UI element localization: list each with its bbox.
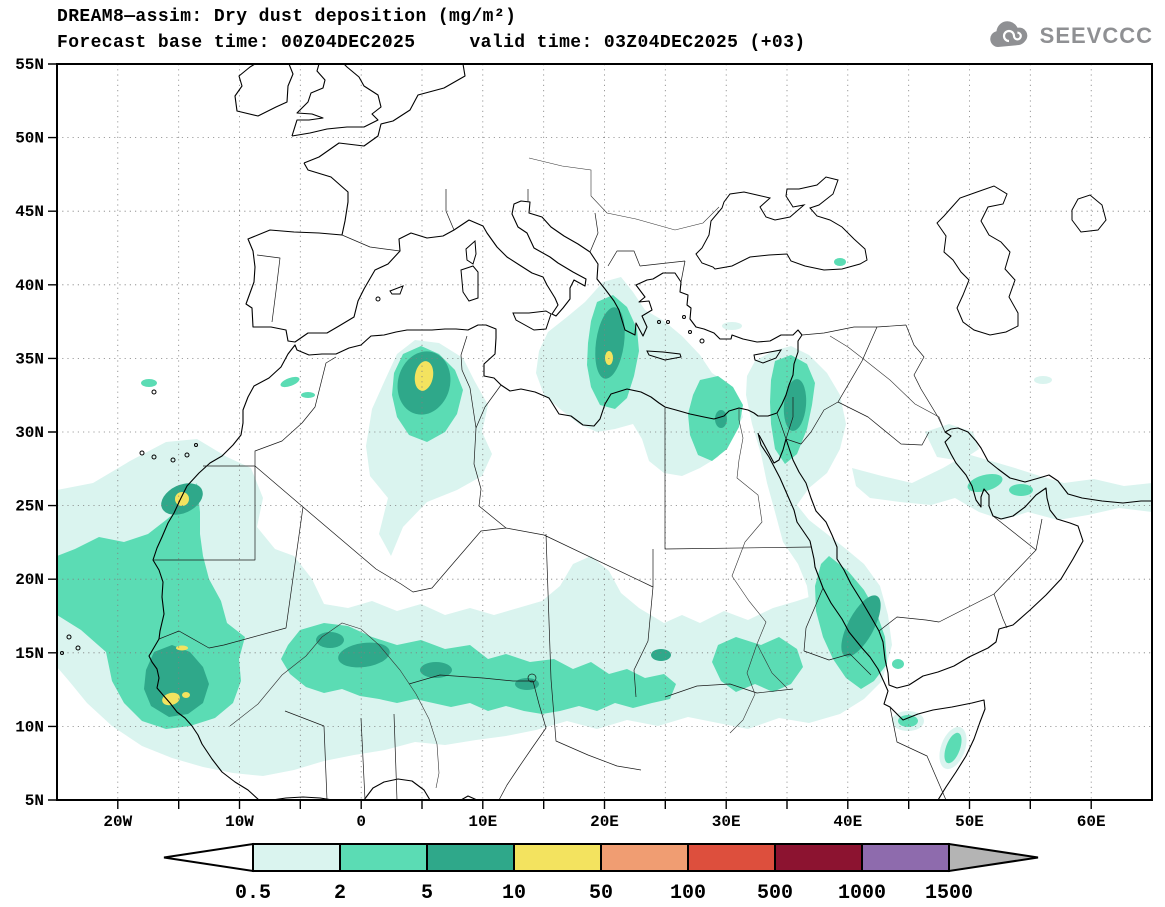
lat-tick-label: 35N (15, 350, 44, 368)
legend-segment (774, 843, 863, 872)
lon-tick-label: 30E (712, 813, 741, 830)
legend-label: 2 (334, 882, 346, 905)
legend-label: 5 (421, 882, 433, 905)
legend-segment (687, 843, 776, 872)
lat-axis-labels: 55N 50N 45N 40N 35N 30N 25N 20N 15N 10N … (15, 56, 44, 810)
seevccc-logo: SEEVCCC (988, 20, 1153, 52)
legend-label: 50 (589, 882, 613, 905)
forecast-time-line: Forecast base time: 00Z04DEC2025 valid ti… (57, 33, 806, 53)
legend-segment (339, 843, 428, 872)
lon-tick-label: 20W (103, 813, 132, 830)
figure-title: DREAM8—assim: Dry dust deposition (mg/m²… (57, 7, 517, 27)
legend-below-min-arrow (163, 842, 254, 873)
legend-label: 100 (670, 882, 706, 905)
country-borders (153, 189, 1043, 800)
lon-tick-label: 20E (590, 813, 619, 830)
lon-tick-label: 10W (225, 813, 254, 830)
forecast-base-time: Forecast base time: 00Z04DEC2025 (57, 33, 416, 53)
legend-label: 10 (502, 882, 526, 905)
legend-segment (861, 843, 950, 872)
legend-label: 0.5 (235, 882, 271, 905)
cloud-icon (989, 21, 1027, 47)
map-panel: 55N 50N 45N 40N 35N 30N 25N 20N 15N 10N … (15, 56, 1153, 830)
legend-segment (600, 843, 689, 872)
valid-time: valid time: 03Z04DEC2025 (+03) (469, 33, 806, 53)
lon-tick-label: 10E (468, 813, 497, 830)
lon-tick-label: 40E (833, 813, 862, 830)
dust-contours (57, 258, 1152, 776)
color-scale-legend: 0.5 2 5 10 50 100 500 1000 1500 (163, 842, 1039, 905)
legend-label: 1000 (838, 882, 886, 905)
lat-tick-label: 15N (15, 645, 44, 663)
lat-tick-label: 10N (15, 718, 44, 736)
lat-tick-label: 25N (15, 498, 44, 516)
rivers (229, 157, 946, 789)
lon-tick-label: 60E (1077, 813, 1106, 830)
lon-tick-label: 0 (356, 813, 366, 830)
legend-bar (163, 842, 1039, 873)
legend-above-max-arrow (948, 842, 1039, 873)
lat-tick-label: 55N (15, 56, 44, 74)
legend-segment (513, 843, 602, 872)
lat-tick-label: 30N (15, 424, 44, 442)
legend-label: 500 (757, 882, 793, 905)
lon-axis-labels: 20W 10W 0 10E 20E 30E 40E 50E 60E (103, 813, 1105, 830)
legend-segment (252, 843, 341, 872)
axis-ticks (48, 63, 1092, 809)
lon-tick-label: 50E (955, 813, 984, 830)
legend-labels: 0.5 2 5 10 50 100 500 1000 1500 (235, 882, 973, 905)
lat-tick-label: 40N (15, 277, 44, 295)
legend-label: 1500 (925, 882, 973, 905)
coastlines (60, 64, 1152, 800)
gridlines (57, 64, 1152, 800)
map-frame (56, 63, 1153, 801)
lat-tick-label: 5N (25, 792, 44, 810)
lat-tick-label: 50N (15, 130, 44, 148)
lat-tick-label: 20N (15, 571, 44, 589)
logo-text: SEEVCCC (1039, 23, 1153, 48)
legend-segment (426, 843, 515, 872)
lat-tick-label: 45N (15, 203, 44, 221)
